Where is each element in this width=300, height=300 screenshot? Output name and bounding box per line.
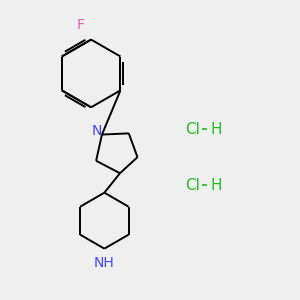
Text: NH: NH [94,256,115,270]
Text: Cl: Cl [185,178,200,193]
Text: N: N [92,124,102,138]
Text: H: H [210,178,222,193]
Text: F: F [77,18,85,32]
Text: H: H [210,122,222,137]
Text: Cl: Cl [185,122,200,137]
